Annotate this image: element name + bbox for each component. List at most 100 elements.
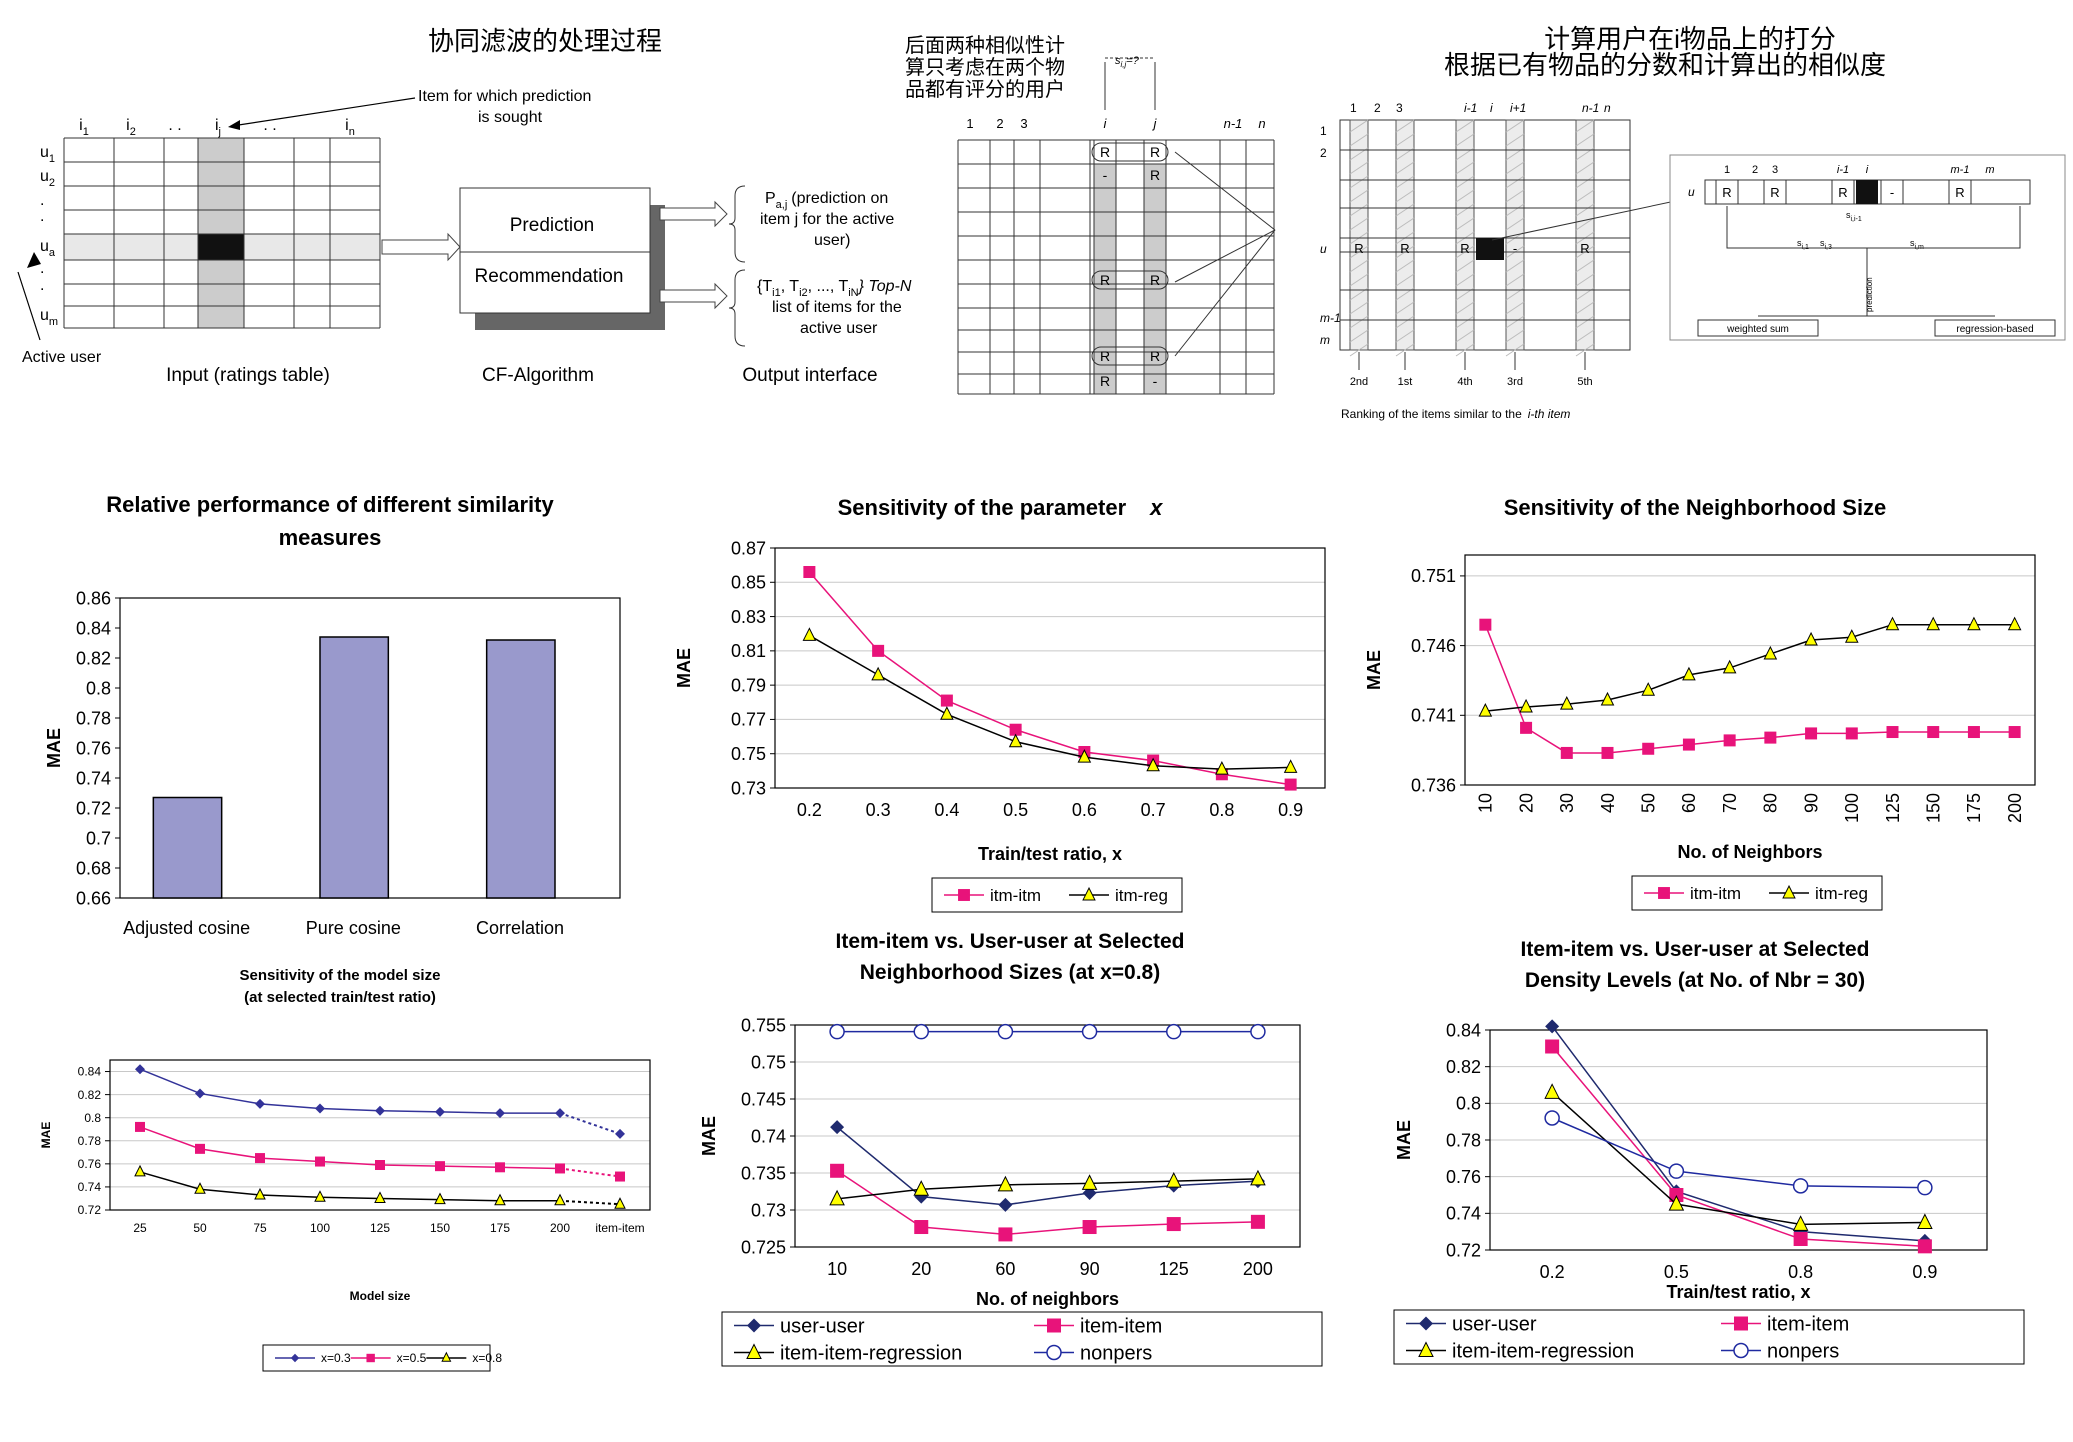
user-label-sub: a xyxy=(49,247,56,259)
data-point-triangle xyxy=(1478,703,1493,717)
data-point-diamond xyxy=(555,1108,565,1119)
bar xyxy=(485,639,556,899)
rank-label: 1st xyxy=(1398,376,1413,388)
hatch-line xyxy=(1505,203,1525,217)
rating-cell: R xyxy=(1150,272,1160,288)
hatch-line xyxy=(1455,273,1475,287)
hatch-line xyxy=(1505,273,1525,287)
neighborhood-size-chart: Sensitivity of the Neighborhood Size 0.73… xyxy=(1360,480,2060,920)
chart-title: Item-item vs. User-user at Selected xyxy=(1521,938,1870,961)
prediction-column-label: i xyxy=(1490,101,1493,115)
x-tick-label: 175 xyxy=(1964,793,1984,823)
prediction-title-line-1: 计算用户在i物品上的打分 xyxy=(1544,24,1836,54)
prediction-column-label: i-1 xyxy=(1464,101,1477,115)
inset-sim-bracket xyxy=(1726,206,2021,249)
rating-cell: R xyxy=(1150,167,1160,183)
data-point-triangle xyxy=(1250,1169,1266,1186)
x-tick-label: 200 xyxy=(2005,793,2025,823)
y-tick-label: 0.75 xyxy=(731,744,766,764)
user-label-sub: m xyxy=(49,316,58,328)
x-tick-label: 125 xyxy=(1883,793,1903,823)
data-point-triangle xyxy=(1559,696,1574,710)
data-point-circle xyxy=(1046,1344,1062,1361)
data-point-square xyxy=(1917,1239,1932,1254)
hatch-line xyxy=(1395,273,1415,287)
algorithm-label: CF-Algorithm xyxy=(482,365,594,386)
user-label-main: u xyxy=(40,238,49,255)
similarity-column-label: 1 xyxy=(966,116,973,131)
hatch-line xyxy=(1505,119,1525,133)
y-tick-label: 0.8 xyxy=(1456,1094,1481,1114)
legend-label: item-item xyxy=(1767,1314,1849,1336)
data-point-diamond xyxy=(195,1088,205,1099)
item-label: ij xyxy=(215,117,221,138)
y-tick-label: 0.751 xyxy=(1411,566,1456,586)
user-label: . xyxy=(40,208,44,225)
inset-target-cell xyxy=(1856,180,1878,204)
hatch-line xyxy=(1395,175,1415,189)
prediction-text-2: item j for the active xyxy=(760,211,894,228)
prediction-computation-svg: 计算用户在i物品上的打分 根据已有物品的分数和计算出的相似度 1 2 3 i-1 i i+… xyxy=(1320,24,2066,421)
data-point-square xyxy=(914,1220,929,1235)
hatch-line xyxy=(1395,217,1415,231)
item-label: i1 xyxy=(79,117,89,138)
hatch-line xyxy=(1349,203,1369,217)
hatch-line xyxy=(1349,119,1369,133)
model-size-chart: Sensitivity of the model size (at selecte… xyxy=(0,950,670,1400)
similarity-note-line-3: 品都有评分的用户 xyxy=(905,78,1065,101)
prediction-grid: 1 2 3 i-1 i i+1 n-1 n 1 2 u m-1 m R R R - R 2nd 1st 4th 3rd 5t… xyxy=(1320,101,1681,388)
inset-column-label: 3 xyxy=(1772,164,1778,176)
hatch-line xyxy=(1455,119,1475,133)
hatch-line xyxy=(1505,315,1525,329)
ratings-grid-lines xyxy=(63,137,381,329)
series-line xyxy=(139,1171,560,1202)
data-point-square xyxy=(315,1156,325,1167)
data-point-square xyxy=(1723,734,1736,747)
item-label: in xyxy=(345,117,355,138)
rating-cell: R xyxy=(1100,373,1110,389)
data-point-triangle xyxy=(1519,698,1533,713)
prediction-row-label: u xyxy=(1320,242,1327,256)
inset-cell xyxy=(1715,179,1739,205)
x-axis-label: Model size xyxy=(350,1289,411,1303)
rating-cell: R xyxy=(1580,241,1589,256)
data-point-square xyxy=(555,1163,565,1174)
similarity-grid-lines xyxy=(957,139,1275,395)
prediction-row-label: m-1 xyxy=(1320,311,1341,325)
series-line xyxy=(139,1068,560,1114)
data-point-diamond xyxy=(747,1318,761,1333)
x-tick-label: 125 xyxy=(370,1221,390,1235)
item-similarity-svg: 后面两种相似性计 算只考虑在两个物 品都有评分的用户 si,j=? 1 2 3 i j n… xyxy=(905,34,1276,395)
similarity-cells: R RR RR R- RR - xyxy=(1091,142,1169,389)
plot-frame xyxy=(774,547,1326,789)
x-tick-label: item-item xyxy=(595,1221,644,1235)
algorithm-box xyxy=(459,187,651,314)
hatch-line xyxy=(1575,175,1595,189)
similarity-measures-svg: Relative performance of different simila… xyxy=(44,492,621,938)
x-tick-label: 100 xyxy=(1842,793,1862,823)
y-tick-label: 0.79 xyxy=(731,675,766,695)
data-point-triangle xyxy=(1082,886,1096,901)
data-point-triangle xyxy=(997,1175,1014,1192)
user-label: . xyxy=(40,192,44,209)
weighted-sum-box xyxy=(1697,319,1819,337)
prediction-inset: u1 2 3 i-1 i m-1 mR R R - Rsi,1 si,3si,i-1si,mpredi… xyxy=(1669,154,2066,341)
similarity-column-label: j xyxy=(1152,116,1158,131)
data-point-triangle xyxy=(746,1343,762,1359)
inset-sim-label: si,i-1 xyxy=(1846,210,1862,223)
data-point-square xyxy=(1658,887,1670,899)
y-tick-label: 0.85 xyxy=(731,573,766,593)
x-tick-label: 10 xyxy=(827,1259,847,1279)
data-point-triangle xyxy=(441,1351,452,1362)
x-axis-label: Train/test ratio, x xyxy=(1666,1282,1810,1302)
hatch-line xyxy=(1575,315,1595,329)
legend-label: itm-reg xyxy=(1815,884,1868,903)
plot-frame xyxy=(1489,1029,1988,1251)
data-point-triangle xyxy=(1926,616,1941,631)
prediction-row-label: m xyxy=(1320,333,1330,347)
inset-column-label: m-1 xyxy=(1951,164,1970,176)
active-user-label: Active user xyxy=(22,349,102,366)
y-tick-label: 0.84 xyxy=(1446,1020,1481,1040)
y-axis-label: MAE xyxy=(44,728,64,768)
hatch-line xyxy=(1505,329,1525,343)
